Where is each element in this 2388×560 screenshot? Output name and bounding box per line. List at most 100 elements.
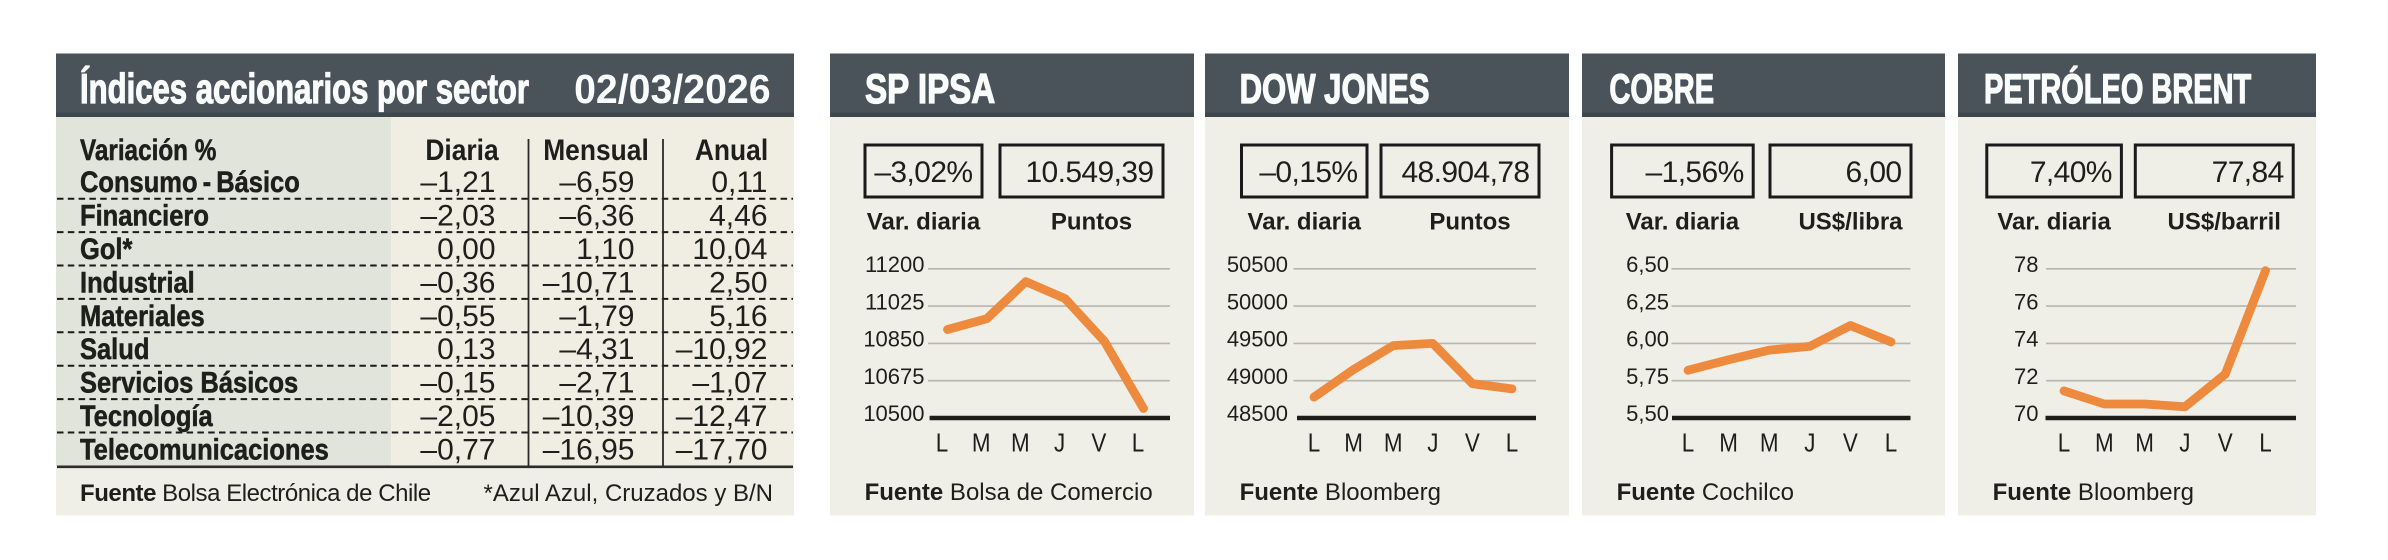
- svg-text:–1,21: –1,21: [420, 166, 495, 199]
- svg-text:1,10: 1,10: [576, 233, 634, 266]
- svg-text:Fuente Bloomberg: Fuente Bloomberg: [1993, 479, 2194, 506]
- svg-text:10850: 10850: [863, 327, 924, 352]
- svg-text:COBRE: COBRE: [1609, 65, 1714, 113]
- svg-text:–3,02%: –3,02%: [874, 156, 972, 189]
- svg-text:M: M: [2135, 429, 2154, 458]
- svg-text:L: L: [936, 429, 948, 458]
- svg-text:11200: 11200: [865, 252, 925, 277]
- svg-text:L: L: [1506, 429, 1518, 458]
- svg-text:48500: 48500: [1227, 401, 1288, 426]
- svg-text:–6,36: –6,36: [559, 200, 634, 233]
- svg-text:Índices accionarios por sector: Índices accionarios por sector: [80, 65, 529, 112]
- svg-text:SP IPSA: SP IPSA: [865, 66, 995, 113]
- svg-text:–0,77: –0,77: [420, 433, 495, 466]
- svg-text:M: M: [1344, 429, 1363, 458]
- svg-text:10500: 10500: [863, 401, 924, 426]
- svg-text:Puntos: Puntos: [1051, 209, 1132, 236]
- svg-text:6,00: 6,00: [1626, 327, 1669, 352]
- svg-text:L: L: [2259, 429, 2271, 458]
- svg-text:M: M: [1760, 429, 1779, 458]
- svg-text:–0,15%: –0,15%: [1259, 156, 1357, 189]
- svg-text:L: L: [1308, 429, 1320, 458]
- svg-text:*Azul Azul, Cruzados y B/N: *Azul Azul, Cruzados y B/N: [484, 480, 773, 507]
- svg-text:Mensual: Mensual: [543, 132, 649, 166]
- svg-text:4,46: 4,46: [709, 200, 767, 233]
- svg-text:Industrial: Industrial: [80, 265, 195, 298]
- svg-text:78: 78: [2014, 252, 2038, 277]
- svg-text:–16,95: –16,95: [543, 433, 635, 466]
- svg-text:L: L: [1132, 429, 1144, 458]
- svg-text:–2,05: –2,05: [420, 400, 495, 433]
- svg-text:–10,39: –10,39: [543, 400, 635, 433]
- svg-text:48.904,78: 48.904,78: [1401, 156, 1529, 189]
- svg-text:US$/libra: US$/libra: [1798, 209, 1903, 236]
- svg-text:Var. diaria: Var. diaria: [1248, 209, 1362, 236]
- svg-text:M: M: [2095, 429, 2114, 458]
- svg-text:7,40%: 7,40%: [2030, 156, 2112, 189]
- svg-text:Variación %: Variación %: [80, 133, 216, 167]
- svg-text:5,50: 5,50: [1626, 401, 1669, 426]
- svg-text:L: L: [2058, 429, 2070, 458]
- svg-text:Salud: Salud: [80, 332, 149, 365]
- svg-text:–6,59: –6,59: [559, 166, 634, 199]
- svg-text:J: J: [1427, 429, 1438, 458]
- svg-text:L: L: [1682, 429, 1694, 458]
- svg-text:50000: 50000: [1227, 289, 1288, 314]
- svg-text:L: L: [1885, 429, 1897, 458]
- svg-text:–2,03: –2,03: [420, 200, 495, 233]
- svg-text:Puntos: Puntos: [1429, 209, 1510, 236]
- svg-text:5,16: 5,16: [709, 300, 767, 333]
- svg-text:72: 72: [2014, 364, 2038, 389]
- svg-text:5,75: 5,75: [1626, 364, 1669, 389]
- svg-text:77,84: 77,84: [2212, 156, 2284, 189]
- svg-text:10,04: 10,04: [692, 233, 767, 266]
- svg-text:Fuente Bloomberg: Fuente Bloomberg: [1240, 479, 1441, 506]
- svg-text:6,25: 6,25: [1626, 289, 1669, 314]
- svg-text:76: 76: [2014, 289, 2038, 314]
- svg-text:M: M: [1011, 429, 1030, 458]
- svg-text:11025: 11025: [865, 289, 925, 314]
- svg-text:J: J: [1054, 429, 1065, 458]
- svg-text:70: 70: [2014, 401, 2038, 426]
- svg-text:0,13: 0,13: [437, 333, 495, 366]
- svg-text:49500: 49500: [1227, 327, 1288, 352]
- svg-text:M: M: [1384, 429, 1403, 458]
- svg-text:J: J: [2179, 429, 2190, 458]
- svg-text:–1,79: –1,79: [559, 300, 634, 333]
- svg-text:V: V: [2218, 429, 2233, 458]
- svg-text:PETRÓLEO BRENT: PETRÓLEO BRENT: [1984, 63, 2251, 112]
- svg-text:–4,31: –4,31: [559, 333, 634, 366]
- svg-text:0,00: 0,00: [437, 233, 495, 266]
- svg-text:74: 74: [2014, 327, 2038, 352]
- svg-text:6,00: 6,00: [1846, 156, 1902, 189]
- svg-text:–0,15: –0,15: [420, 367, 495, 400]
- svg-text:M: M: [972, 429, 991, 458]
- svg-text:02/03/2026: 02/03/2026: [574, 67, 771, 112]
- svg-text:–1,07: –1,07: [692, 367, 767, 400]
- svg-text:–0,36: –0,36: [420, 266, 495, 299]
- svg-text:M: M: [1719, 429, 1738, 458]
- svg-text:Telecomunicaciones: Telecomunicaciones: [80, 432, 329, 465]
- svg-text:–0,55: –0,55: [420, 300, 495, 333]
- svg-text:–10,92: –10,92: [676, 333, 768, 366]
- svg-text:US$/barril: US$/barril: [2168, 209, 2281, 236]
- svg-text:2,50: 2,50: [709, 266, 767, 299]
- svg-text:Servicios Básicos: Servicios Básicos: [80, 366, 298, 399]
- svg-text:Financiero: Financiero: [80, 199, 209, 232]
- svg-text:0,11: 0,11: [711, 166, 767, 199]
- svg-text:49000: 49000: [1227, 364, 1288, 389]
- svg-text:Var. diaria: Var. diaria: [1626, 209, 1740, 236]
- svg-text:Fuente Cochilco: Fuente Cochilco: [1617, 479, 1794, 506]
- svg-text:Var. diaria: Var. diaria: [1997, 209, 2111, 236]
- svg-text:10675: 10675: [863, 364, 924, 389]
- svg-text:–17,70: –17,70: [676, 433, 768, 466]
- svg-text:Gol*: Gol*: [80, 232, 133, 265]
- svg-text:Fuente Bolsa Electrónica de Ch: Fuente Bolsa Electrónica de Chile: [80, 480, 431, 507]
- svg-text:–2,71: –2,71: [559, 367, 634, 400]
- svg-text:V: V: [1465, 429, 1480, 458]
- svg-text:–12,47: –12,47: [676, 400, 768, 433]
- svg-text:DOW JONES: DOW JONES: [1240, 65, 1430, 112]
- svg-text:V: V: [1843, 429, 1858, 458]
- svg-text:–1,56%: –1,56%: [1646, 156, 1744, 189]
- svg-text:Fuente Bolsa de Comercio: Fuente Bolsa de Comercio: [865, 479, 1153, 506]
